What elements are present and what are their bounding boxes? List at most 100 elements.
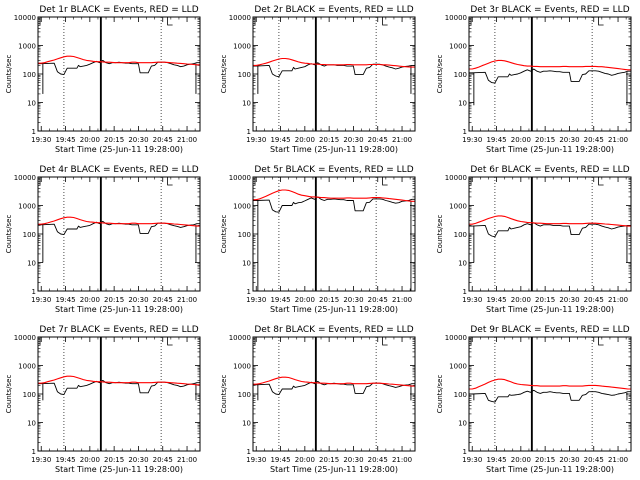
- y-tick-label: 100: [23, 231, 36, 239]
- y-tick-label: 10: [27, 260, 36, 268]
- x-tick-label: 21:00: [177, 136, 197, 144]
- panel-title: Det 5r BLACK = Events, RED = LLD: [254, 165, 413, 175]
- y-tick-label: 10000: [14, 14, 36, 22]
- time-bracket-mark: [382, 17, 388, 26]
- x-tick-label: 21:00: [392, 296, 412, 304]
- panel-title: Det 1r BLACK = Events, RED = LLD: [39, 5, 198, 15]
- plot-frame: [468, 16, 632, 132]
- x-tick-label: 21:00: [177, 296, 197, 304]
- y-tick-label: 10000: [445, 174, 467, 182]
- y-axis-label: Counts/sec: [220, 55, 228, 94]
- plot-frame: [252, 336, 416, 452]
- x-tick-label: 19:30: [31, 136, 51, 144]
- y-tick-label: 100: [23, 391, 36, 399]
- x-tick-label: 21:00: [608, 296, 628, 304]
- lld-series-line: [469, 215, 631, 227]
- panel-title: Det 2r BLACK = Events, RED = LLD: [254, 5, 413, 15]
- x-tick-label: 21:00: [608, 456, 628, 464]
- lld-series-line: [253, 189, 415, 202]
- y-tick-label: 1: [247, 288, 251, 296]
- x-tick-label: 19:45: [486, 136, 506, 144]
- detector-panel: Det 3r BLACK = Events, RED = LLD Counts/s…: [436, 5, 632, 154]
- events-series-line: [469, 222, 631, 238]
- x-axis-label: Start Time (25-Jun-11 19:28:00): [55, 145, 183, 154]
- x-tick-label: 21:00: [177, 456, 197, 464]
- x-tick-label: 21:00: [392, 136, 412, 144]
- events-series-line: [469, 389, 631, 403]
- y-axis-label: Counts/sec: [436, 55, 444, 94]
- x-axis-label: Start Time (25-Jun-11 19:28:00): [270, 145, 398, 154]
- y-tick-label: 10: [458, 260, 467, 268]
- x-tick-label: 20:30: [559, 456, 579, 464]
- y-tick-label: 1000: [449, 43, 467, 51]
- x-axis-label: Start Time (25-Jun-11 19:28:00): [486, 305, 614, 314]
- time-bracket-mark: [167, 177, 173, 186]
- x-axis-label: Start Time (25-Jun-11 19:28:00): [55, 465, 183, 474]
- y-tick-label: 100: [238, 391, 251, 399]
- x-tick-label: 20:45: [584, 296, 604, 304]
- detector-panel: Det 8r BLACK = Events, RED = LLD Counts/s…: [220, 325, 416, 474]
- y-tick-label: 1000: [233, 203, 251, 211]
- y-tick-label: 1: [463, 128, 467, 136]
- y-tick-label: 100: [454, 391, 467, 399]
- x-tick-label: 20:45: [368, 296, 388, 304]
- panel-title: Det 4r BLACK = Events, RED = LLD: [39, 165, 198, 175]
- x-tick-label: 20:30: [559, 296, 579, 304]
- panel-title: Det 6r BLACK = Events, RED = LLD: [470, 165, 629, 175]
- y-tick-label: 1000: [233, 43, 251, 51]
- x-tick-label: 20:00: [295, 296, 315, 304]
- y-tick-label: 1: [32, 448, 36, 456]
- y-axis-label: Counts/sec: [5, 55, 13, 94]
- detector-panel: Det 2r BLACK = Events, RED = LLD Counts/s…: [220, 5, 416, 154]
- time-bracket-mark: [167, 337, 173, 346]
- plot-frame: [37, 336, 201, 452]
- x-tick-label: 20:00: [295, 136, 315, 144]
- y-tick-label: 1: [463, 448, 467, 456]
- x-tick-label: 20:30: [128, 136, 148, 144]
- x-tick-label: 19:45: [270, 136, 290, 144]
- x-tick-label: 19:45: [55, 456, 75, 464]
- x-tick-label: 20:00: [80, 296, 100, 304]
- plot-frame: [252, 176, 416, 292]
- y-tick-label: 10: [242, 260, 251, 268]
- x-tick-label: 20:45: [153, 136, 173, 144]
- y-axis-label: Counts/sec: [5, 215, 13, 254]
- lld-series-line: [38, 216, 200, 227]
- y-tick-label: 10000: [229, 334, 251, 342]
- x-tick-label: 19:30: [246, 456, 266, 464]
- x-tick-label: 20:00: [511, 136, 531, 144]
- x-tick-label: 20:30: [128, 296, 148, 304]
- x-tick-label: 20:15: [104, 456, 124, 464]
- lld-series-line: [38, 55, 200, 66]
- y-tick-label: 1000: [18, 203, 36, 211]
- y-tick-label: 100: [23, 71, 36, 79]
- x-tick-label: 19:30: [462, 456, 482, 464]
- y-tick-label: 1: [247, 448, 251, 456]
- lld-series-line: [469, 59, 631, 71]
- x-tick-label: 20:30: [343, 136, 363, 144]
- x-tick-label: 20:30: [128, 456, 148, 464]
- x-tick-label: 21:00: [608, 136, 628, 144]
- x-tick-label: 19:30: [246, 136, 266, 144]
- events-series-line: [253, 196, 415, 213]
- x-tick-label: 20:15: [319, 136, 339, 144]
- x-tick-label: 20:45: [153, 296, 173, 304]
- x-tick-label: 19:45: [55, 296, 75, 304]
- time-bracket-mark: [598, 177, 604, 186]
- y-tick-label: 10000: [445, 334, 467, 342]
- y-tick-label: 10: [27, 420, 36, 428]
- x-tick-label: 20:30: [559, 136, 579, 144]
- x-tick-label: 20:15: [319, 296, 339, 304]
- x-tick-label: 20:45: [584, 456, 604, 464]
- x-tick-label: 20:00: [80, 456, 100, 464]
- x-tick-label: 19:45: [55, 136, 75, 144]
- x-tick-label: 19:30: [462, 136, 482, 144]
- y-tick-label: 1000: [233, 363, 251, 371]
- y-tick-label: 10000: [445, 14, 467, 22]
- y-tick-label: 1000: [18, 43, 36, 51]
- x-tick-label: 19:30: [31, 456, 51, 464]
- x-tick-label: 20:15: [535, 456, 555, 464]
- lld-series-line: [469, 378, 631, 390]
- x-tick-label: 20:15: [535, 136, 555, 144]
